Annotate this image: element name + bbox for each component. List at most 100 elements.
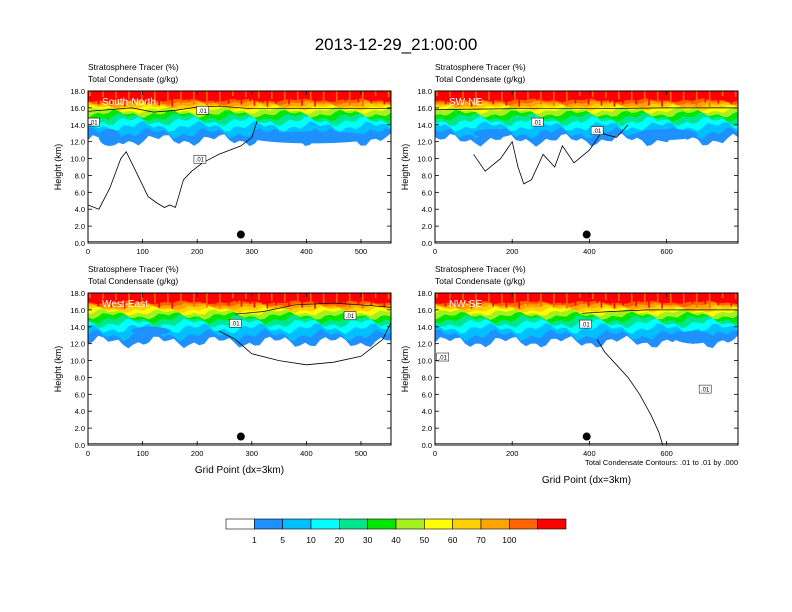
upper-contour	[435, 107, 738, 110]
colorbar-swatch	[339, 518, 368, 530]
tracer-streak	[713, 293, 715, 302]
tracer-streak	[296, 293, 299, 304]
colorbar-swatch	[537, 518, 567, 530]
colorbar-swatch	[310, 518, 340, 530]
tracer-streak	[232, 91, 234, 97]
contour-label-text: .01	[198, 109, 207, 115]
tracer-streak	[453, 293, 456, 304]
tracer-streak	[656, 91, 659, 103]
y-tick-label: 0.0	[75, 441, 85, 450]
tracer-streak	[496, 293, 499, 300]
y-tick-label: 14.0	[70, 323, 85, 332]
cloud-patch	[473, 129, 513, 138]
plot-area: .01 .01 .01	[435, 293, 738, 445]
tracer-streak	[132, 293, 135, 306]
tracer-streak	[301, 91, 303, 106]
tracer-streak	[353, 91, 355, 99]
tracer-streak	[544, 293, 546, 300]
tracer-streak	[600, 91, 603, 106]
contour-label: .01	[579, 319, 592, 329]
plot-area: .01 .01 .01	[88, 91, 391, 243]
tracer-streak	[687, 91, 689, 98]
tracer-streak	[309, 91, 312, 103]
tracer-streak	[340, 293, 342, 300]
tracer-streak	[210, 293, 212, 301]
tracer-streak	[492, 293, 495, 307]
y-tick-label: 12.0	[417, 138, 432, 147]
tracer-streak	[335, 91, 338, 105]
contour-label: .01	[193, 154, 207, 164]
tracer-streak	[730, 293, 733, 307]
tracer-streak	[501, 293, 503, 304]
tracer-streak	[327, 293, 329, 299]
y-tick-label: 18.0	[417, 87, 432, 96]
tracer-streak	[180, 91, 182, 104]
x-tick-label: 400	[300, 247, 313, 256]
tracer-streak	[609, 91, 611, 103]
tracer-streak	[669, 91, 672, 104]
tracer-streak	[661, 293, 663, 309]
tracer-streak	[509, 293, 512, 301]
tracer-streak	[553, 293, 555, 308]
tracer-streak	[669, 293, 672, 306]
tracer-streak	[591, 293, 594, 300]
y-tick-label: 12.0	[70, 138, 85, 147]
tracer-streak	[132, 91, 135, 104]
tracer-streak	[548, 293, 551, 304]
tracer-streak	[193, 91, 195, 105]
tracer-streak	[184, 293, 186, 299]
tracer-streak	[123, 91, 126, 107]
tracer-streak	[262, 91, 264, 103]
tracer-streak	[436, 91, 438, 97]
tracer-streak	[366, 91, 368, 100]
tracer-streak	[496, 91, 499, 98]
tracer-streak	[591, 91, 594, 98]
tracer-streak	[652, 91, 655, 99]
x-tick-label: 400	[300, 449, 313, 458]
tracer-streak	[322, 91, 325, 104]
panel-direction-label: West-East	[102, 299, 148, 310]
tracer-streak	[283, 293, 286, 303]
tracer-streak	[531, 91, 533, 97]
y-axis-label: Height (km)	[53, 346, 63, 393]
tracer-streak	[604, 293, 607, 301]
tracer-streak	[279, 91, 282, 97]
tracer-streak	[661, 91, 663, 107]
panel-title-tracer: Stratosphere Tracer (%)	[88, 264, 179, 274]
tracer-streak	[162, 91, 165, 99]
tracer-streak	[704, 91, 707, 103]
tracer-streak	[643, 91, 646, 102]
tracer-streak	[596, 91, 598, 102]
tracer-streak	[553, 91, 555, 106]
tracer-streak	[236, 293, 238, 303]
y-tick-label: 6.0	[422, 188, 432, 197]
tracer-streak	[115, 91, 117, 99]
contour-label-text: .01	[581, 323, 590, 329]
tracer-streak	[708, 293, 711, 309]
tracer-streak	[635, 293, 637, 307]
panel-title-condensate: Total Condensate (g/kg)	[435, 276, 525, 286]
tracer-streak	[145, 91, 148, 105]
contour-label: .01	[343, 311, 357, 320]
contour-label-text: .01	[231, 322, 240, 328]
x-tick-label: 400	[583, 247, 596, 256]
tracer-streak	[249, 293, 251, 304]
tracer-streak	[630, 293, 633, 303]
tracer-streak	[505, 91, 508, 106]
tracer-streak	[479, 91, 482, 104]
y-tick-label: 14.0	[417, 121, 432, 130]
y-tick-label: 16.0	[417, 104, 432, 113]
tracer-streak	[518, 293, 521, 309]
tracer-streak	[309, 293, 312, 305]
tracer-streak	[535, 293, 538, 303]
tracer-streak	[613, 91, 616, 107]
colorbar-label: 60	[448, 535, 458, 545]
tracer-streak	[587, 91, 590, 105]
tracer-streak	[314, 91, 316, 107]
y-tick-label: 0.0	[422, 441, 432, 450]
y-tick-label: 2.0	[75, 222, 85, 231]
tracer-streak	[726, 91, 728, 101]
condensate-contour	[88, 120, 258, 210]
y-tick-label: 10.0	[70, 357, 85, 366]
tracer-streak	[726, 293, 728, 303]
